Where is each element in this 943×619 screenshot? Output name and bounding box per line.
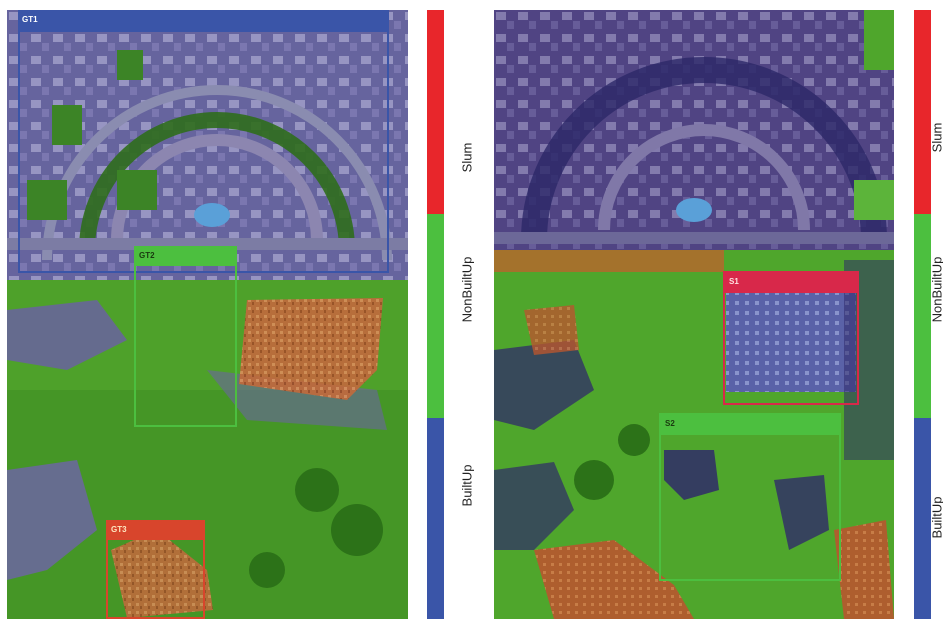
gt2-tag-bar: GT2 (134, 246, 237, 266)
legend-swatch-builtup-right (914, 418, 931, 619)
legend-label-nonbuiltup-right: NonBuiltUp (931, 256, 943, 323)
legend-label-slum: Slum (459, 142, 475, 173)
legend-swatch-nonbuiltup-right (914, 214, 931, 418)
ground-truth-image: GT1 GT2 GT3 (7, 10, 408, 619)
gt3-box: GT3 (106, 520, 205, 619)
ground-truth-map (7, 10, 408, 619)
s1-tag-bar: S1 (723, 271, 859, 293)
legend-label-nonbuiltup: NonBuiltUp (459, 256, 475, 323)
gt1-tag: GT1 (22, 15, 38, 24)
gt3-tag-bar: GT3 (106, 520, 205, 540)
gt1-box: GT1 (18, 10, 389, 273)
legend-swatch-builtup (427, 418, 444, 619)
gt2-tag: GT2 (139, 251, 155, 260)
gt2-box: GT2 (134, 246, 237, 427)
legend-swatch-slum-right (914, 10, 931, 214)
legend-label-slum-right: Slum (931, 122, 943, 153)
segmentation-map (494, 10, 894, 619)
gt3-tag: GT3 (111, 525, 127, 534)
legend-bar-left (427, 10, 444, 619)
gt1-tag-bar: GT1 (18, 10, 389, 32)
legend-bar-right (914, 10, 931, 619)
legend-swatch-nonbuiltup (427, 214, 444, 418)
legend-label-builtup-right: BuiltUp (931, 496, 943, 539)
s2-box: S2 (659, 413, 841, 581)
s2-tag: S2 (665, 419, 675, 428)
s1-tag: S1 (729, 277, 739, 286)
segmentation-image: S1 S2 (494, 10, 894, 619)
legend-labels-right-clip: Slum NonBuiltUp BuiltUp (931, 0, 943, 619)
legend-swatch-slum (427, 10, 444, 214)
s1-box: S1 (723, 271, 859, 405)
legend-label-builtup: BuiltUp (459, 464, 475, 507)
s2-tag-bar: S2 (659, 413, 841, 435)
